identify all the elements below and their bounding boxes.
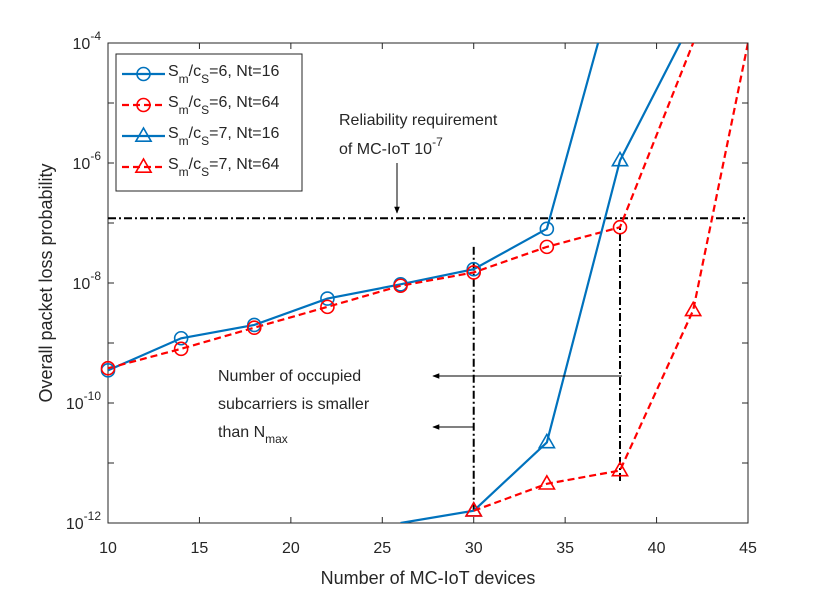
series-3-point xyxy=(684,300,703,317)
series-2-point xyxy=(611,150,629,167)
series-0-point xyxy=(539,221,555,237)
legend-entry-part: /c xyxy=(189,63,201,80)
series-line-0 xyxy=(108,43,600,372)
y-tick-label: 10-12 xyxy=(66,509,101,533)
x-tick-label: 30 xyxy=(465,540,483,557)
legend-entry-part: S xyxy=(168,125,179,142)
reliability-text-base: of MC-IoT 10 xyxy=(339,141,432,158)
legend-entry-part: /c xyxy=(189,94,201,111)
y-tick-exp: -8 xyxy=(90,269,101,283)
legend-entry-part: m xyxy=(179,165,189,179)
legend-entry-part: S xyxy=(201,103,209,117)
series-1-point xyxy=(173,341,189,357)
y-tick-base: 10 xyxy=(73,36,91,53)
subcarrier-annotation: Number of occupied subcarriers is smalle… xyxy=(218,368,622,446)
series-1-point xyxy=(246,320,262,335)
reference-lines xyxy=(108,217,748,511)
series-1-point xyxy=(612,219,628,235)
y-axis-label: Overall packet loss probability xyxy=(36,163,56,402)
series-2-point xyxy=(537,432,556,449)
y-tick-exp: -10 xyxy=(84,389,102,403)
legend-entry-2: Sm/cS=7, Nt=16 xyxy=(168,125,280,148)
reliability-text-line2: of MC-IoT 10-7 xyxy=(339,135,443,158)
subcarrier-text-base: than N xyxy=(218,424,265,441)
y-tick-base: 10 xyxy=(73,156,91,173)
series-0-point xyxy=(173,330,189,346)
legend-entry-part: S xyxy=(168,156,179,173)
subcarrier-text-line1: Number of occupied xyxy=(218,368,361,385)
legend-swatch-marker xyxy=(136,97,151,113)
x-tick-label: 10 xyxy=(99,540,117,557)
y-tick-label: 10-8 xyxy=(73,269,102,293)
marker-layer xyxy=(100,150,703,517)
y-tick-base: 10 xyxy=(66,396,84,413)
legend-entry-part: S xyxy=(168,94,179,111)
legend-swatch-marker xyxy=(134,126,153,142)
series-1-point xyxy=(539,239,555,255)
legend-entry-part: =6, Nt=16 xyxy=(209,63,279,80)
x-tick-label: 20 xyxy=(282,540,300,557)
legend-entry-part: m xyxy=(179,134,189,148)
series-line-2 xyxy=(400,43,682,523)
series-1-point xyxy=(466,265,482,280)
legend-entry-part: S xyxy=(168,63,179,80)
x-tick-label: 45 xyxy=(739,540,757,557)
legend-entry-part: S xyxy=(201,134,209,148)
legend-entry-part: =7, Nt=64 xyxy=(209,156,279,173)
series-1-point xyxy=(393,278,408,294)
x-tick-label: 25 xyxy=(373,540,391,557)
legend-entry-3: Sm/cS=7, Nt=64 xyxy=(168,156,280,179)
series-line-1 xyxy=(108,43,695,370)
y-tick-label: 10-10 xyxy=(66,389,101,413)
series-3-point xyxy=(464,501,483,517)
x-tick-label: 15 xyxy=(191,540,209,557)
legend-swatch-marker xyxy=(134,157,153,173)
y-tick-exp: -4 xyxy=(90,29,101,43)
legend-entry-1: Sm/cS=6, Nt=64 xyxy=(168,94,280,117)
legend-entry-part: S xyxy=(201,72,209,86)
legend-entry-part: =7, Nt=16 xyxy=(209,125,279,142)
legend-entry-part: /c xyxy=(189,125,201,142)
legend-box xyxy=(115,53,303,192)
y-tick-label: 10-4 xyxy=(73,29,102,53)
series-line-3 xyxy=(473,43,748,512)
x-tick-label: 35 xyxy=(556,540,574,557)
series-3-point xyxy=(611,460,629,477)
series-1-point xyxy=(320,299,335,315)
subcarrier-text-sub: max xyxy=(265,432,288,446)
y-tick-base: 10 xyxy=(73,276,91,293)
series-3-point xyxy=(537,474,556,490)
y-tick-exp: -12 xyxy=(84,509,102,523)
x-axis: 10 15 20 25 30 35 40 45 xyxy=(99,43,757,557)
series-layer xyxy=(108,43,748,523)
reliability-text-line1: Reliability requirement xyxy=(339,112,498,129)
x-axis-label: Number of MC-IoT devices xyxy=(321,568,536,588)
series-1-point xyxy=(100,360,116,376)
y-tick-exp: -6 xyxy=(90,149,101,163)
legend-entry-part: =6, Nt=64 xyxy=(209,94,279,111)
reliability-text-exp: -7 xyxy=(432,135,443,149)
subcarrier-text-line3: than Nmax xyxy=(218,424,288,446)
reliability-annotation: Reliability requirement of MC-IoT 10-7 xyxy=(339,112,498,214)
legend-entry-part: m xyxy=(179,72,189,86)
legend-entry-0: Sm/cS=6, Nt=16 xyxy=(168,63,280,86)
x-tick-label: 40 xyxy=(648,540,666,557)
legend-swatch-marker xyxy=(136,66,151,82)
series-0-point xyxy=(320,291,335,306)
legend-entry-part: S xyxy=(201,165,209,179)
subcarrier-text-line2: subcarriers is smaller xyxy=(218,396,370,413)
y-tick-base: 10 xyxy=(66,516,84,533)
legend-entry-part: /c xyxy=(189,156,201,173)
legend-entry-part: m xyxy=(179,103,189,117)
y-tick-label: 10-6 xyxy=(73,149,102,173)
